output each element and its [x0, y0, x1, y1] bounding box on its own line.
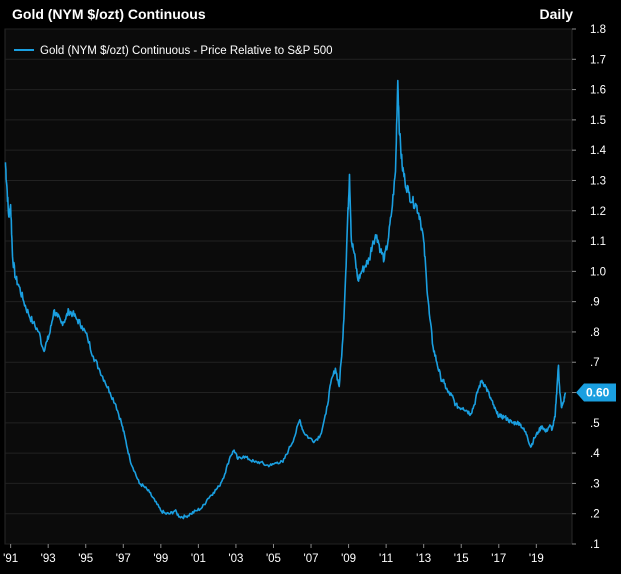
y-tick-label: 1.3 [590, 175, 606, 187]
y-tick-label: .4 [590, 448, 600, 460]
plot-area [4, 28, 573, 545]
y-tick-label: 1.2 [590, 206, 606, 218]
chart-title: Gold (NYM $/ozt) Continuous [12, 6, 206, 22]
x-tick-label: '19 [529, 553, 544, 565]
y-tick-label: 1.1 [590, 236, 606, 248]
x-tick-label: '15 [454, 553, 469, 565]
y-tick-label: 1.0 [590, 266, 606, 278]
x-axis: '91 '93 '95 '97 '99 '01 '03 '05 '07 '09 '11 '13 '15 '… [3, 544, 544, 565]
series-line-gold-relative-sp500 [4, 79, 567, 520]
y-tick-label: 1.4 [590, 145, 607, 157]
x-tick-label: '05 [266, 553, 281, 565]
x-tick-label: '01 [191, 553, 206, 565]
x-tick-label: '09 [341, 553, 356, 565]
last-value-marker: 0.60 [576, 383, 616, 402]
y-tick-label: .2 [590, 509, 600, 521]
x-tick-label: '97 [116, 553, 131, 565]
x-tick-label: '93 [41, 553, 56, 565]
y-tick-label: 1.7 [590, 54, 606, 66]
y-tick-label: .8 [590, 327, 600, 339]
y-tick-label: .7 [590, 357, 600, 369]
y-tick-label: 1.8 [590, 24, 606, 36]
last-value-label: 0.60 [586, 386, 610, 400]
x-tick-label: '95 [78, 553, 93, 565]
y-axis: .1.2.3.4.5.6.7.8.91.01.11.21.31.41.51.61… [572, 24, 607, 551]
grid [5, 28, 572, 545]
last-value-badge [576, 383, 616, 402]
x-tick-label: '07 [304, 553, 319, 565]
y-tick-label: .9 [590, 297, 600, 309]
y-tick-label: .5 [590, 418, 600, 430]
x-tick-label: '03 [228, 553, 243, 565]
y-tick-label: .3 [590, 478, 600, 490]
y-tick-label: 1.5 [590, 115, 606, 127]
x-tick-label: '91 [3, 553, 18, 565]
legend-label: Gold (NYM $/ozt) Continuous - Price Rela… [40, 45, 333, 57]
y-tick-label: 1.6 [590, 85, 606, 97]
y-tick-label: .1 [590, 539, 600, 551]
x-tick-label: '17 [491, 553, 506, 565]
frequency-label[interactable]: Daily [539, 6, 573, 22]
x-tick-label: '99 [153, 553, 168, 565]
legend: Gold (NYM $/ozt) Continuous - Price Rela… [14, 45, 333, 57]
x-tick-label: '11 [379, 553, 393, 565]
x-tick-label: '13 [416, 553, 431, 565]
